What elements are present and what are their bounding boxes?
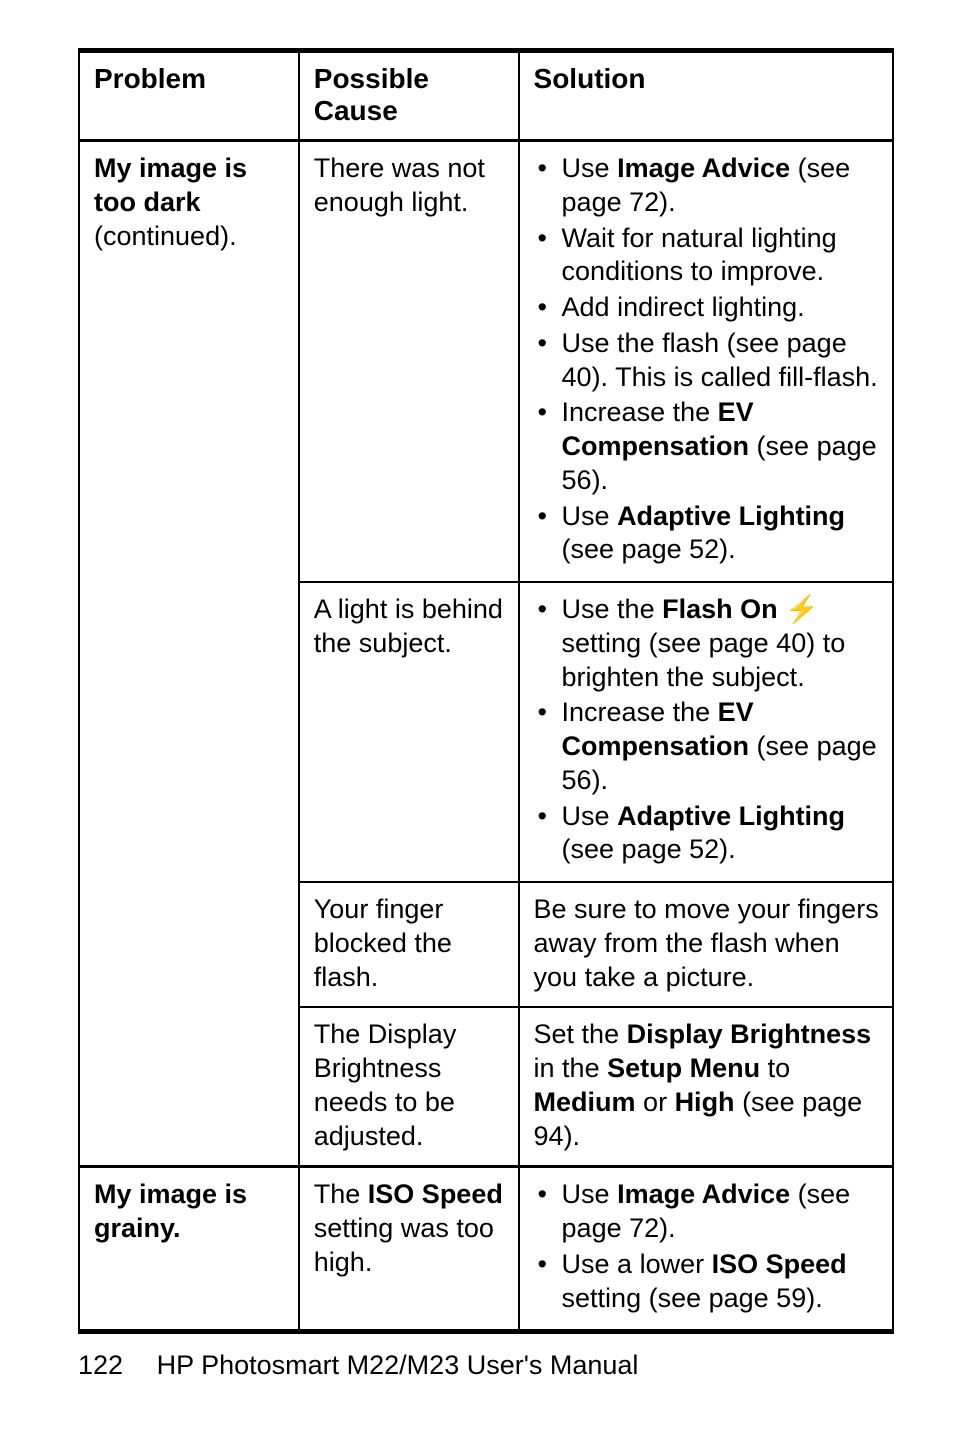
cause-line: blocked the [314, 928, 452, 958]
header-cause: Possible Cause [299, 51, 519, 141]
solution-list: Use Image Advice (see page 72). Use a lo… [534, 1178, 880, 1315]
flash-icon: ⚡ [785, 594, 819, 624]
table-row: My image is grainy. The ISO Speed settin… [79, 1167, 893, 1332]
solution-cell: Use Image Advice (see page 72). Wait for… [519, 141, 893, 583]
cause-line: high. [314, 1247, 373, 1277]
text: (see page 52). [562, 534, 736, 564]
manual-page: Problem Possible Cause Solution My image… [0, 0, 954, 1364]
solution-cell: Set the Display Brightness in the Setup … [519, 1007, 893, 1167]
solution-cell: Be sure to move your fingers away from t… [519, 882, 893, 1007]
problem-line: grainy. [94, 1213, 181, 1243]
text: setting (see page 40) to brighten the su… [562, 628, 846, 692]
text: Use [562, 153, 618, 183]
text: Set the [534, 1019, 627, 1049]
text: Adaptive Lighting [617, 501, 845, 531]
cause-line: There was not [314, 153, 485, 183]
text: Use [562, 1179, 618, 1209]
cause-line: setting was too [314, 1213, 494, 1243]
text: in the [534, 1053, 608, 1083]
text: Use a lower [562, 1249, 712, 1279]
text: (see page 52). [562, 834, 736, 864]
troubleshooting-table: Problem Possible Cause Solution My image… [78, 48, 894, 1334]
cause-line: needs to be [314, 1087, 455, 1117]
table-row: My image is too dark (continued). There … [79, 141, 893, 583]
cause-line: the subject. [314, 628, 452, 658]
text: Image Advice [617, 153, 790, 183]
list-item: Increase the EV Compensation (see page 5… [562, 696, 880, 797]
list-item: Add indirect lighting. [562, 291, 880, 325]
cause-line: The Display [314, 1019, 457, 1049]
cause-line: flash. [314, 962, 379, 992]
cause-line: adjusted. [314, 1121, 424, 1151]
list-item: Increase the EV Compensation (see page 5… [562, 396, 880, 497]
solution-cell: Use Image Advice (see page 72). Use a lo… [519, 1167, 893, 1332]
problem-cell: My image is too dark (continued). [79, 141, 299, 1167]
cause-line: The [314, 1179, 368, 1209]
text: Flash On [662, 594, 778, 624]
solution-list: Use the Flash On ⚡ setting (see page 40)… [534, 593, 880, 867]
text: setting (see page 59). [562, 1283, 823, 1313]
list-item: Use the Flash On ⚡ setting (see page 40)… [562, 593, 880, 694]
text: Use [562, 501, 618, 531]
cause-cell: The ISO Speed setting was too high. [299, 1167, 519, 1332]
text: Use [562, 801, 618, 831]
list-item: Use Image Advice (see page 72). [562, 1178, 880, 1246]
cause-cell: The Display Brightness needs to be adjus… [299, 1007, 519, 1167]
list-item: Wait for natural lighting conditions to … [562, 222, 880, 290]
text: Adaptive Lighting [617, 801, 845, 831]
page-number: 122 [78, 1350, 123, 1381]
solution-list: Use Image Advice (see page 72). Wait for… [534, 152, 880, 567]
list-item: Use Adaptive Lighting (see page 52). [562, 500, 880, 568]
problem-cell: My image is grainy. [79, 1167, 299, 1332]
cause-line: A light is behind [314, 594, 503, 624]
manual-title: HP Photosmart M22/M23 User's Manual [157, 1350, 639, 1380]
table-header-row: Problem Possible Cause Solution [79, 51, 893, 141]
cause-line: ISO Speed [368, 1179, 503, 1209]
text: Image Advice [617, 1179, 790, 1209]
problem-line: My image is [94, 153, 247, 183]
text: Increase the [562, 697, 718, 727]
text: Increase the [562, 397, 718, 427]
cause-cell: Your finger blocked the flash. [299, 882, 519, 1007]
header-problem: Problem [79, 51, 299, 141]
text: ISO Speed [712, 1249, 847, 1279]
text: High [675, 1087, 735, 1117]
cause-line: Your finger [314, 894, 444, 924]
header-solution: Solution [519, 51, 893, 141]
list-item: Use the flash (see page 40). This is cal… [562, 327, 880, 395]
problem-line: too dark [94, 187, 201, 217]
cause-line: Brightness [314, 1053, 442, 1083]
text: Setup Menu [607, 1053, 760, 1083]
list-item: Use Adaptive Lighting (see page 52). [562, 800, 880, 868]
text: Medium [534, 1087, 636, 1117]
cause-line: enough light. [314, 187, 469, 217]
cause-cell: There was not enough light. [299, 141, 519, 583]
solution-cell: Use the Flash On ⚡ setting (see page 40)… [519, 582, 893, 882]
page-footer: 122 HP Photosmart M22/M23 User's Manual [78, 1350, 638, 1381]
problem-line: My image is [94, 1179, 247, 1209]
cause-cell: A light is behind the subject. [299, 582, 519, 882]
problem-line: (continued). [94, 221, 237, 251]
text: or [636, 1087, 675, 1117]
list-item: Use a lower ISO Speed setting (see page … [562, 1248, 880, 1316]
text: Use the [562, 594, 663, 624]
text: to [760, 1053, 790, 1083]
text: Display Brightness [627, 1019, 872, 1049]
list-item: Use Image Advice (see page 72). [562, 152, 880, 220]
